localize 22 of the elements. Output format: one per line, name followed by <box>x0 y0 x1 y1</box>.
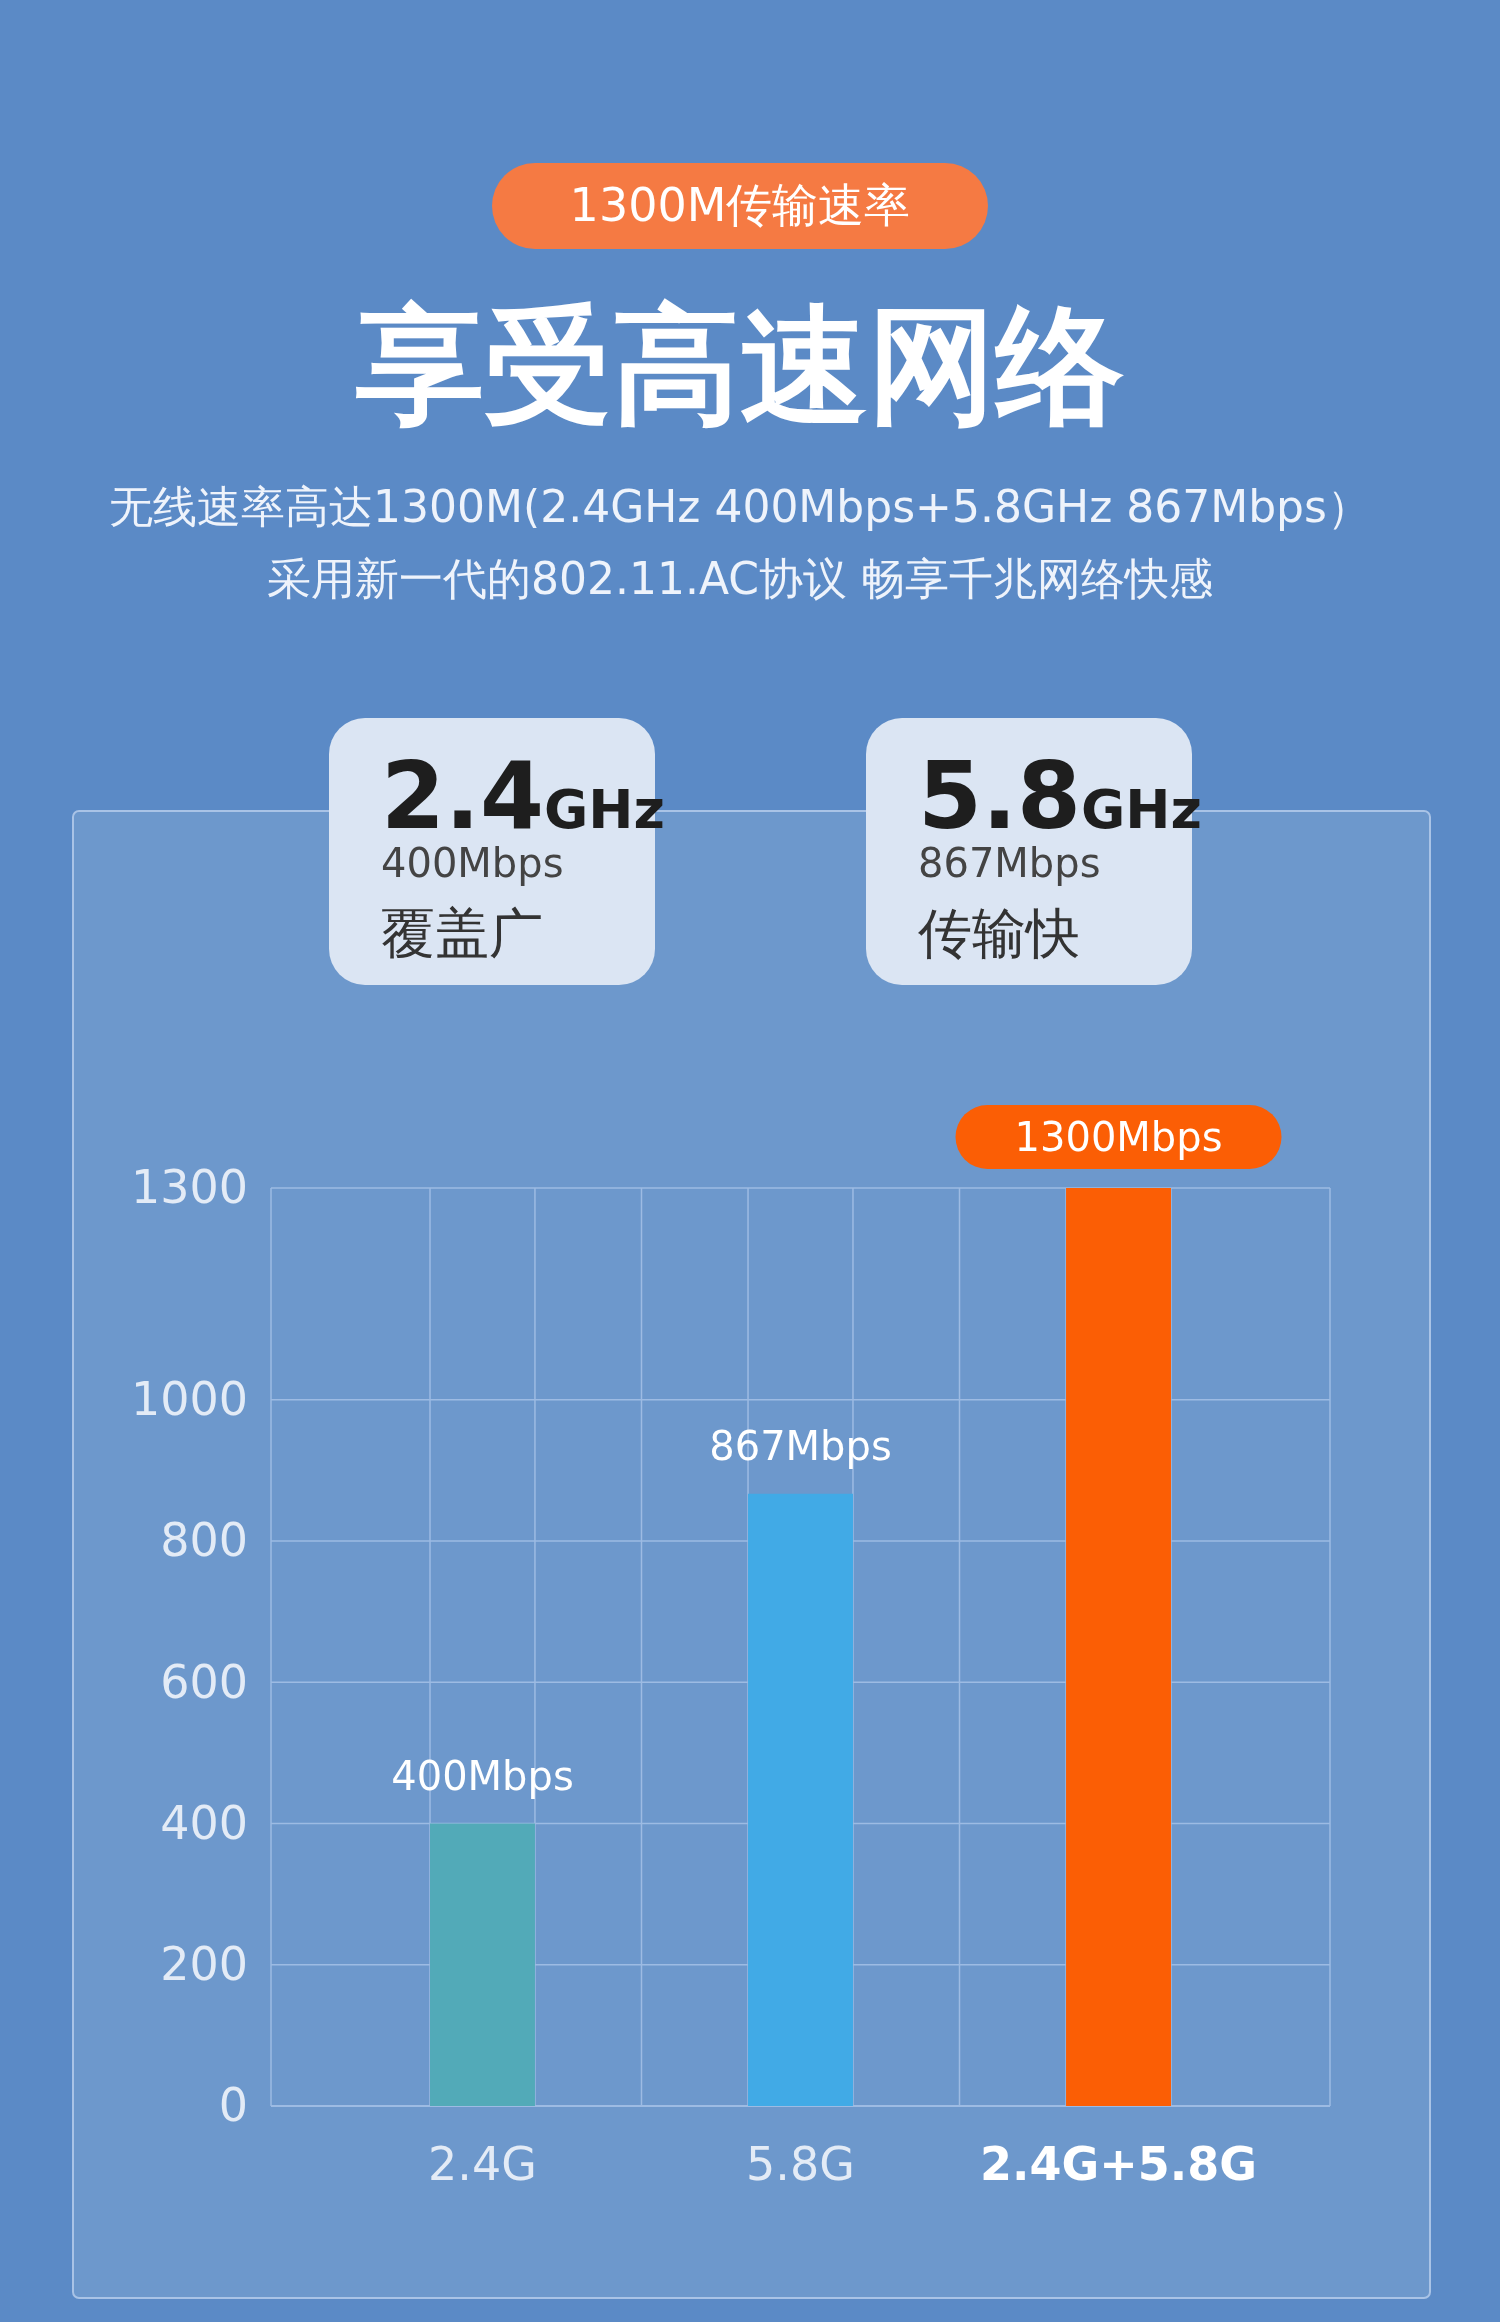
text: 覆盖广 <box>381 902 543 965</box>
text: 1300M传输速率 <box>569 178 911 232</box>
x-tick-label: 2.4G+5.8G <box>979 2136 1258 2191</box>
y-tick-label: 1300 <box>130 1160 248 1215</box>
bar <box>430 1823 535 2106</box>
y-tick-label: 1000 <box>130 1372 248 1427</box>
y-tick-label: 0 <box>218 2078 248 2133</box>
chart-title: 享受高速网络 <box>355 291 1124 440</box>
x-tick-label: 5.8G <box>746 2136 855 2191</box>
bar <box>748 1493 853 2106</box>
y-tick-label: 800 <box>160 1513 248 1568</box>
y-tick-label: 200 <box>160 1936 248 1991</box>
y-tick-label: 600 <box>160 1654 248 1709</box>
text: 传输快 <box>918 902 1080 965</box>
data-label: 400Mbps <box>391 1752 574 1799</box>
x-tick-label: 2.4G <box>428 2136 537 2191</box>
text: 采用新一代的802.11.AC协议 畅享千兆网络快感 <box>267 553 1213 604</box>
data-label: 1300Mbps <box>1014 1114 1223 1160</box>
y-tick-label: 400 <box>160 1795 248 1850</box>
bar <box>1066 1188 1171 2106</box>
chart-subtitle: 无线速率高达1300M(2.4GHz 400Mbps+5.8GHz 867Mbps） <box>109 481 1371 532</box>
data-label: 867Mbps <box>709 1422 892 1469</box>
